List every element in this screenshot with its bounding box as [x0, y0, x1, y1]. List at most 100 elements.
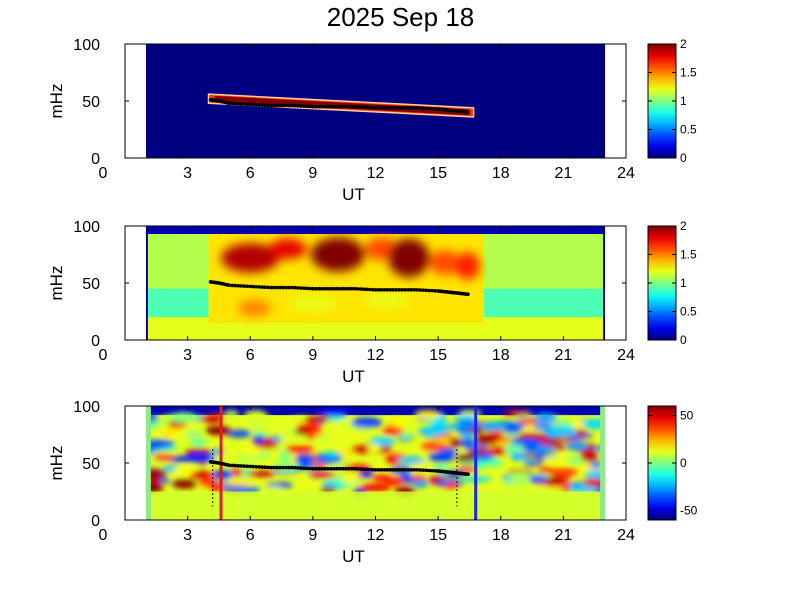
texture-patch: [414, 410, 441, 419]
heatmap-bottom: [145, 406, 606, 520]
track-point: [293, 465, 297, 470]
track-point: [409, 106, 414, 110]
colorbar-tick-label: 0.5: [680, 305, 697, 319]
texture-patch: [189, 438, 208, 446]
track-point: [391, 288, 396, 292]
texture-patch: [475, 434, 499, 446]
track-point: [311, 286, 315, 291]
texture-patch: [171, 478, 198, 489]
track-point: [379, 288, 384, 292]
x-tick-label: 15: [429, 347, 447, 364]
track-point: [269, 285, 273, 290]
texture-patch: [359, 483, 391, 492]
texture-patch: [283, 445, 314, 453]
track-point: [412, 106, 417, 110]
track-point: [260, 103, 264, 107]
texture-patch: [278, 450, 292, 462]
track-point: [406, 288, 411, 292]
track-point: [311, 104, 315, 109]
track-point: [299, 286, 303, 290]
x-tick-label: 18: [492, 347, 510, 364]
track-point: [382, 468, 387, 472]
y-axis-label: mHz: [47, 446, 66, 481]
track-point: [358, 287, 363, 291]
track-point: [424, 288, 428, 293]
track-point: [466, 110, 470, 115]
track-point: [323, 466, 327, 471]
power-blob: [221, 243, 280, 273]
track-point: [388, 288, 393, 292]
texture-patch: [183, 452, 215, 463]
track-point: [275, 465, 279, 470]
track-point: [251, 102, 256, 107]
track-point: [290, 465, 294, 470]
track-point: [418, 468, 423, 472]
track-point: [266, 285, 270, 290]
track-point: [370, 467, 375, 472]
track-point: [248, 102, 253, 107]
texture-patch: [583, 478, 606, 487]
texture-patch: [459, 431, 476, 438]
track-point: [236, 463, 241, 468]
y-tick-label: 0: [91, 151, 100, 168]
track-point: [412, 468, 417, 472]
colorbar: [647, 405, 677, 521]
x-tick-label: 12: [367, 347, 385, 364]
texture-patch: [359, 469, 374, 478]
track-point: [361, 287, 366, 291]
track-point: [415, 468, 420, 472]
track-point: [367, 105, 372, 110]
track-point: [269, 465, 273, 470]
track-point: [331, 286, 336, 291]
track-point: [427, 468, 431, 473]
texture-patch: [532, 446, 558, 452]
texture-patch: [467, 447, 492, 454]
colorbar-tick-label: 1.5: [680, 66, 697, 80]
track-point: [242, 284, 247, 288]
track-point: [376, 288, 381, 292]
track-point: [239, 284, 244, 288]
power-blob: [237, 300, 272, 317]
track-point: [367, 287, 372, 292]
texture-patch: [444, 483, 458, 490]
track-point: [299, 104, 303, 108]
texture-patch: [382, 428, 405, 435]
track-point: [424, 468, 428, 473]
texture-patch: [548, 467, 579, 477]
track-point: [296, 104, 300, 108]
texture-patch: [444, 423, 465, 430]
track-point: [302, 286, 306, 291]
track-point: [403, 468, 408, 472]
track-point: [242, 102, 247, 106]
track-point: [397, 288, 402, 292]
y-tick-label: 100: [73, 399, 100, 416]
track-point: [266, 465, 270, 470]
track-point: [257, 103, 261, 107]
track-point: [254, 284, 259, 289]
track-point: [421, 468, 426, 472]
power-blob: [429, 249, 460, 276]
track-point: [305, 104, 309, 109]
track-point: [323, 104, 327, 109]
track-point: [334, 104, 339, 109]
x-tick-label: 0: [99, 527, 108, 544]
track-point: [278, 465, 282, 470]
x-tick-label: 6: [246, 527, 255, 544]
track-point: [433, 289, 437, 293]
texture-patch: [183, 428, 203, 439]
texture-patch: [225, 479, 254, 486]
power-blob: [269, 238, 307, 260]
track-point: [433, 107, 437, 111]
track-point: [421, 288, 426, 292]
track-point: [275, 103, 279, 108]
y-axis-label: mHz: [47, 84, 66, 119]
texture-patch: [246, 470, 276, 477]
figure-title: 2025 Sep 18: [326, 2, 475, 32]
texture-patch: [545, 426, 577, 437]
texture-patch: [448, 437, 462, 448]
track-point: [272, 103, 276, 108]
track-point: [302, 466, 306, 471]
power-blob: [310, 237, 366, 272]
texture-patch: [580, 450, 598, 462]
track-point: [394, 468, 399, 472]
